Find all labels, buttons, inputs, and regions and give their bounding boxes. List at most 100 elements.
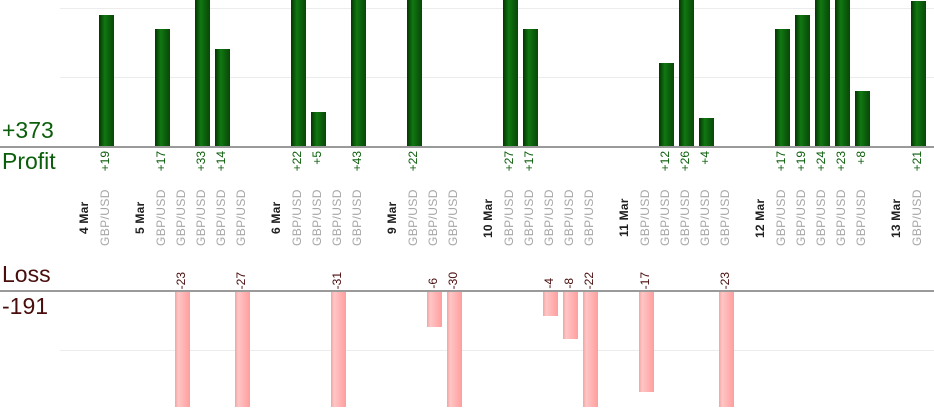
trade-value-label: -27 [234,271,248,289]
trade-value-label: -31 [330,271,344,289]
trade-value-label: +17 [154,151,168,172]
trade-bar-loss [638,292,654,392]
instrument-label: GBP/USD [910,189,924,247]
instrument-label: GBP/USD [194,189,208,247]
trade-value-label: +43 [350,151,364,172]
trade-bar-profit [214,49,230,146]
instrument-label: GBP/USD [290,189,304,247]
trade-bar-profit [678,0,694,146]
instrument-label: GBP/USD [698,189,712,247]
trade-value-label: -4 [542,278,556,289]
profit-axis-label: Profit [2,148,56,174]
instrument-label: GBP/USD [310,189,324,247]
instrument-label: GBP/USD [814,189,828,247]
instrument-label: GBP/USD [234,189,248,247]
date-label: 4 Mar [77,201,91,235]
instrument-label: GBP/USD [582,189,596,247]
date-label: 6 Mar [269,201,283,235]
trade-bar-loss [562,292,578,340]
date-label: 13 Mar [889,198,903,238]
trade-value-label: +5 [310,151,324,165]
trade-bar-loss [718,292,734,407]
trade-value-label: -23 [718,271,732,289]
instrument-label: GBP/USD [638,189,652,247]
instrument-label: GBP/USD [446,189,460,247]
trade-bar-profit [98,14,114,146]
trade-bar-loss [330,292,346,407]
trade-bar-profit [698,118,714,146]
trade-value-label: -6 [426,278,440,289]
instrument-label: GBP/USD [98,189,112,247]
trade-value-label: +17 [522,151,536,172]
trade-bar-profit [794,14,810,146]
trade-bar-profit [522,28,538,146]
instrument-label: GBP/USD [774,189,788,247]
instrument-label: GBP/USD [542,189,556,247]
date-label: 11 Mar [617,198,631,238]
trade-value-label: -22 [582,271,596,289]
trade-bar-profit [834,0,850,146]
profit-baseline [0,146,934,148]
trade-value-label: -17 [638,271,652,289]
trade-bar-loss [174,292,190,407]
instrument-label: GBP/USD [406,189,420,247]
trade-bar-profit [502,0,518,146]
gridline-loss [60,349,934,351]
date-label: 5 Mar [133,201,147,235]
instrument-label: GBP/USD [678,189,692,247]
instrument-label: GBP/USD [214,189,228,247]
instrument-label: GBP/USD [718,189,732,247]
instrument-label: GBP/USD [834,189,848,247]
trade-bar-loss [446,292,462,407]
trade-bar-loss [582,292,598,407]
trade-value-label: +19 [794,151,808,172]
trade-bar-profit [194,0,210,146]
trade-value-label: -30 [446,271,460,289]
trade-bar-profit [406,0,422,146]
instrument-label: GBP/USD [154,189,168,247]
trade-value-label: +21 [910,151,924,172]
instrument-label: GBP/USD [562,189,576,247]
trade-value-label: +19 [98,151,112,172]
instrument-label: GBP/USD [174,189,188,247]
gridline-profit [60,77,934,78]
instrument-label: GBP/USD [426,189,440,247]
trade-value-label: +4 [698,151,712,165]
trade-value-label: +23 [834,151,848,172]
date-label: 10 Mar [481,198,495,238]
trade-value-label: +12 [658,151,672,172]
trade-value-label: -8 [562,278,576,289]
instrument-label: GBP/USD [794,189,808,247]
trade-value-label: +24 [814,151,828,172]
profit-total: +373 [2,116,54,143]
date-label: 9 Mar [385,201,399,235]
instrument-label: GBP/USD [854,189,868,247]
trade-value-label: +33 [194,151,208,172]
instrument-label: GBP/USD [350,189,364,247]
trade-bar-profit [290,0,306,146]
date-label: 12 Mar [753,198,767,238]
trade-bar-profit [350,0,366,146]
trade-bar-profit [854,90,870,146]
trade-value-label: +22 [406,151,420,172]
trade-bar-loss [426,292,442,328]
trade-value-label: +17 [774,151,788,172]
instrument-label: GBP/USD [658,189,672,247]
trade-bar-profit [774,28,790,146]
trade-value-label: +26 [678,151,692,172]
trade-value-label: +8 [854,151,868,165]
trade-bar-loss [542,292,558,316]
loss-baseline [0,290,934,292]
trade-bar-profit [814,0,830,146]
instrument-label: GBP/USD [330,189,344,247]
trade-bar-profit [310,111,326,146]
loss-total: -191 [2,293,49,319]
trade-bar-profit [910,1,926,146]
instrument-label: GBP/USD [502,189,516,247]
trade-bar-profit [154,28,170,146]
trade-value-label: +14 [214,151,228,172]
loss-axis-label: Loss [2,260,51,287]
trade-value-label: -23 [174,271,188,289]
trade-bar-profit [658,63,674,146]
